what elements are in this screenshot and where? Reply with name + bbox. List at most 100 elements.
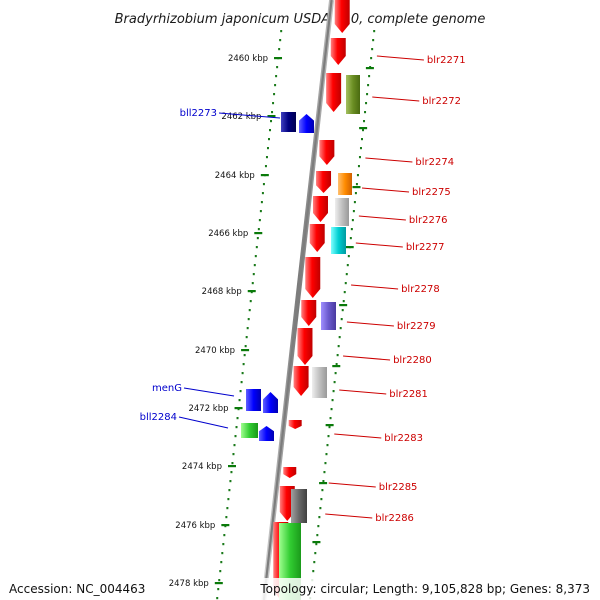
kbp-tick	[221, 524, 230, 527]
forward-gene[interactable]	[301, 300, 317, 326]
forward-gene[interactable]	[312, 196, 328, 222]
kbp-tick	[227, 465, 236, 468]
ruler-dot	[273, 93, 276, 96]
forward-gene[interactable]	[326, 73, 342, 112]
forward-gene[interactable]	[330, 38, 346, 65]
gene-blr2279[interactable]	[321, 302, 336, 330]
accession-label: Accession: NC_004463	[5, 578, 150, 600]
ruler-dot	[226, 507, 229, 510]
ruler-dot	[270, 120, 273, 123]
ruler-dot	[315, 543, 318, 546]
ruler-dot	[349, 237, 352, 240]
ruler-dot	[367, 84, 370, 87]
gene-label-blr2281[interactable]: blr2281	[389, 389, 428, 400]
gene-label-blr2286[interactable]: blr2286	[375, 513, 414, 524]
forward-gene[interactable]	[309, 224, 325, 252]
ruler-dot	[312, 570, 315, 573]
kbp-label: 2472 kbp	[188, 404, 228, 414]
ruler-dot	[265, 156, 268, 159]
forward-gene[interactable]	[288, 420, 302, 429]
ruler-dot	[324, 462, 327, 465]
ruler-dot	[364, 111, 367, 114]
ruler-dot	[341, 309, 344, 312]
ruler-dot	[217, 588, 220, 591]
leader-line	[343, 355, 391, 361]
ruler-dot	[251, 282, 254, 285]
gene-label-bll2284[interactable]: bll2284	[140, 412, 177, 423]
gene-label-menG[interactable]: menG	[152, 383, 182, 394]
ruler-dot	[330, 408, 333, 411]
gene-blr2276[interactable]	[335, 198, 349, 226]
forward-gene[interactable]	[297, 328, 313, 365]
gene-label-blr2271[interactable]: blr2271	[427, 55, 466, 66]
forward-gene[interactable]	[293, 366, 309, 396]
leader-line	[376, 55, 424, 61]
gene-bll2284-arrow[interactable]	[259, 426, 274, 441]
ruler-tick	[319, 482, 328, 485]
kbp-label: 2468 kbp	[202, 287, 242, 297]
ruler-dot	[222, 543, 225, 546]
ruler-dot	[258, 219, 261, 222]
gene-label-blr2274[interactable]: blr2274	[415, 157, 454, 168]
forward-gene[interactable]	[316, 171, 332, 193]
gene-blr2277[interactable]	[331, 227, 346, 254]
gene-bll2273-arrow[interactable]	[299, 114, 314, 133]
ruler-dot	[360, 138, 363, 141]
ruler-dot	[218, 579, 221, 582]
kbp-label: 2462 kbp	[221, 112, 261, 122]
gene-menG-arrow[interactable]	[263, 392, 278, 413]
gene-label-blr2285[interactable]: blr2285	[379, 482, 418, 493]
ruler-dot	[259, 210, 262, 213]
ruler-dot	[247, 318, 250, 321]
ruler-dot	[254, 255, 257, 258]
ruler-dot	[316, 534, 319, 537]
ruler-dot	[238, 399, 241, 402]
ruler-dot	[221, 552, 224, 555]
gene-label-blr2276[interactable]: blr2276	[409, 215, 448, 226]
gene-label-blr2283[interactable]: blr2283	[384, 433, 423, 444]
ruler-dot	[356, 174, 359, 177]
gene-blr2286[interactable]	[291, 489, 307, 523]
gene-bll2284[interactable]	[241, 423, 258, 438]
ruler-dot	[229, 480, 232, 483]
gene-label-bll2273[interactable]: bll2273	[180, 108, 217, 119]
ruler-dot	[242, 363, 245, 366]
ruler-dot	[334, 372, 337, 375]
ruler-dot	[338, 336, 341, 339]
kbp-label: 2478 kbp	[169, 579, 209, 589]
ruler-dot	[326, 444, 329, 447]
gene-label-blr2272[interactable]: blr2272	[422, 96, 461, 107]
gene-label-blr2278[interactable]: blr2278	[401, 284, 440, 295]
ruler-dot	[269, 129, 272, 132]
forward-gene[interactable]	[283, 467, 297, 478]
ruler-dot	[248, 309, 251, 312]
gene-label-blr2277[interactable]: blr2277	[406, 242, 445, 253]
ruler-dot	[317, 525, 320, 528]
gene-label-blr2275[interactable]: blr2275	[412, 187, 451, 198]
ruler-tick	[352, 186, 361, 189]
ruler-dot	[333, 381, 336, 384]
gene-blr2275[interactable]	[338, 173, 352, 195]
forward-gene[interactable]	[305, 257, 321, 298]
ruler-dot	[350, 228, 353, 231]
gene-blr2272[interactable]	[346, 75, 360, 114]
gene-label-blr2279[interactable]: blr2279	[397, 321, 436, 332]
ruler-dot	[232, 453, 235, 456]
ruler-dot	[249, 300, 252, 303]
ruler-tick	[345, 246, 354, 249]
ruler-dot	[230, 471, 233, 474]
leader-line	[351, 284, 399, 290]
forward-gene[interactable]	[319, 140, 335, 165]
gene-labels: blr2271 blr2272 blr2274 blr2275 blr2276 blr22…	[140, 55, 466, 524]
ruler-tick	[359, 127, 368, 130]
kbp-tick	[247, 290, 256, 293]
ruler-dot	[329, 417, 332, 420]
gene-label-blr2280[interactable]: blr2280	[393, 355, 432, 366]
gene-bll2273[interactable]	[281, 112, 296, 132]
forward-gene[interactable]	[334, 0, 350, 33]
ruler-dot	[359, 147, 362, 150]
ruler-dot	[314, 552, 317, 555]
gene-blr2281[interactable]	[312, 367, 327, 398]
gene-menG[interactable]	[246, 389, 261, 411]
kbp-tick	[234, 407, 243, 410]
